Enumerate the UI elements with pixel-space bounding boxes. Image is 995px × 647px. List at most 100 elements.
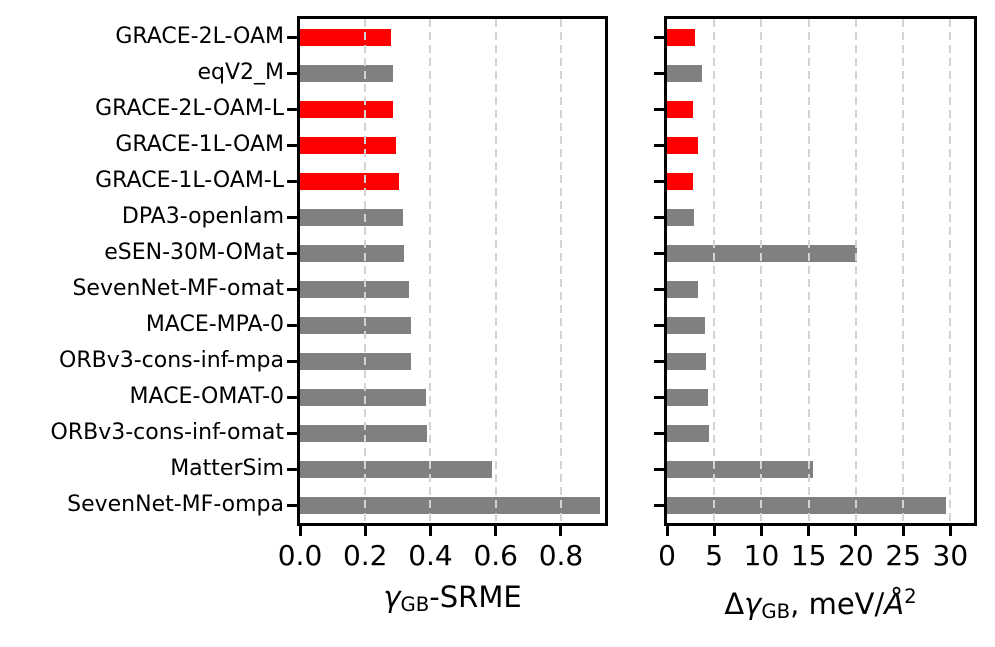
y-tick-mark [654, 323, 667, 327]
x-axis-title-part: Δ [724, 586, 745, 621]
bar [667, 316, 705, 334]
x-tick-label: 0.6 [473, 539, 518, 572]
bar [667, 172, 693, 190]
x-tick-mark [901, 523, 905, 536]
y-tick-mark [654, 431, 667, 435]
x-axis-title: ΔγGB, meV/Å2 [667, 579, 974, 630]
x-tick-label: 30 [932, 539, 969, 572]
bar [667, 64, 702, 82]
bar [667, 100, 693, 118]
y-tick-mark [287, 215, 300, 219]
y-tick-mark [654, 503, 667, 507]
x-tick-mark [428, 523, 432, 536]
x-tick-mark [494, 523, 498, 536]
y-axis-label: MACE-OMAT-0 [129, 384, 284, 409]
y-tick-mark [654, 467, 667, 471]
x-axis-title-part: 2 [904, 585, 917, 608]
y-tick-mark [287, 431, 300, 435]
bar [300, 244, 404, 262]
bar [667, 280, 698, 298]
y-tick-mark [287, 179, 300, 183]
plot-border [664, 16, 977, 526]
x-tick-label: 0.0 [277, 539, 323, 572]
y-axis-label: SevenNet-MF-omat [72, 276, 284, 301]
y-tick-mark [287, 323, 300, 327]
x-tick-mark [298, 523, 302, 536]
x-tick-mark [854, 523, 858, 536]
bar [300, 64, 393, 82]
x-tick-label: 0.2 [342, 539, 388, 572]
y-tick-mark [654, 35, 667, 39]
bar [300, 388, 426, 406]
bar [300, 280, 409, 298]
x-tick-mark [712, 523, 716, 536]
y-tick-mark [287, 287, 300, 291]
x-tick-mark [559, 523, 563, 536]
x-tick-label: 25 [885, 539, 921, 572]
y-axis-label: DPA3-openlam [121, 204, 284, 229]
x-tick-mark [948, 523, 952, 536]
y-axis-label: GRACE-1L-OAM [115, 132, 284, 157]
x-tick-label: 0.8 [538, 539, 584, 572]
bar [667, 136, 698, 154]
bar [300, 496, 600, 514]
x-tick-mark [807, 523, 811, 536]
y-tick-mark [654, 71, 667, 75]
gridline [807, 19, 810, 523]
y-tick-mark [654, 215, 667, 219]
x-tick-label: 15 [790, 539, 827, 572]
x-tick-label: 10 [743, 539, 780, 572]
y-axis-label: SevenNet-MF-ompa [67, 492, 284, 517]
y-axis-label: GRACE-1L-OAM-L [95, 168, 284, 193]
y-tick-mark [287, 143, 300, 147]
x-axis-title-part: -SRME [429, 580, 522, 614]
gridline [854, 19, 857, 523]
x-axis-title-part: Å [884, 586, 905, 621]
bar [300, 136, 396, 154]
y-tick-mark [287, 503, 300, 507]
y-axis-label: eSEN-30M-OMat [104, 240, 284, 265]
x-axis-title-part: GB [761, 599, 791, 623]
x-tick-label: 5 [705, 539, 724, 572]
y-tick-mark [287, 35, 300, 39]
bar [667, 496, 946, 514]
y-tick-mark [287, 107, 300, 111]
y-tick-mark [654, 359, 667, 363]
y-tick-mark [287, 359, 300, 363]
y-axis-label: ORBv3-cons-inf-omat [50, 420, 285, 445]
bar [667, 388, 708, 406]
y-tick-mark [287, 467, 300, 471]
gridline [559, 19, 562, 523]
x-axis-title-part: , meV/ [790, 586, 885, 621]
y-tick-mark [287, 71, 300, 75]
plot-border [297, 16, 608, 526]
bar [300, 208, 403, 226]
x-axis-title-part: γ [383, 580, 401, 614]
gridline [494, 19, 497, 523]
gridline [760, 19, 763, 523]
bar [667, 352, 706, 370]
bar [300, 316, 411, 334]
gridline [364, 19, 367, 523]
y-axis-label: GRACE-2L-OAM-L [95, 96, 284, 121]
y-tick-mark [654, 251, 667, 255]
x-tick-label: 0.4 [408, 539, 453, 572]
bar [300, 460, 492, 478]
y-tick-mark [287, 251, 300, 255]
bar [300, 424, 427, 442]
y-axis-label: MatterSim [170, 456, 284, 481]
y-axis-label: ORBv3-cons-inf-mpa [59, 348, 284, 373]
y-tick-mark [654, 179, 667, 183]
bar [300, 172, 399, 190]
bar [300, 28, 391, 46]
y-axis-label: eqV2_M [197, 60, 284, 85]
x-axis-title: γGB-SRME [300, 579, 605, 623]
gridline [949, 19, 952, 523]
bar [300, 100, 393, 118]
y-tick-mark [287, 395, 300, 399]
y-axis-label: GRACE-2L-OAM [115, 24, 284, 49]
y-tick-mark [654, 395, 667, 399]
x-tick-mark [363, 523, 367, 536]
